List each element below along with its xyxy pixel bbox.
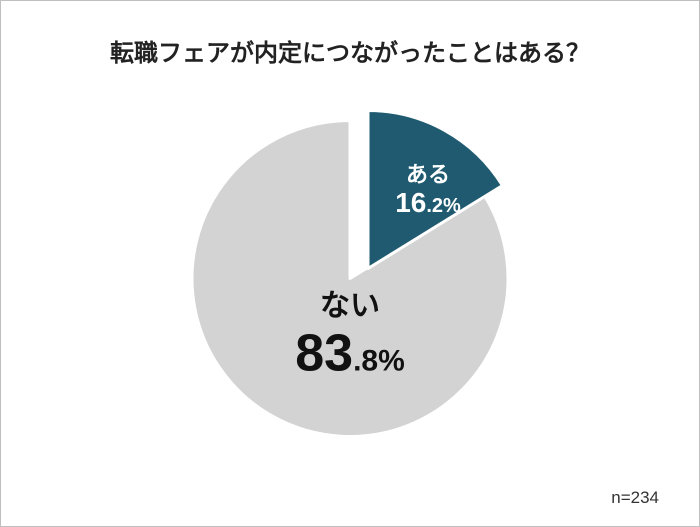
sample-size-note: n=234 <box>611 488 659 508</box>
note-prefix: n= <box>611 488 630 507</box>
pie-svg <box>152 81 548 477</box>
chart-title: 転職フェアが内定につながったことはある？ <box>1 33 699 68</box>
note-value: 234 <box>631 488 659 507</box>
pie-chart: ある16.2%ない83.8% <box>152 81 548 482</box>
